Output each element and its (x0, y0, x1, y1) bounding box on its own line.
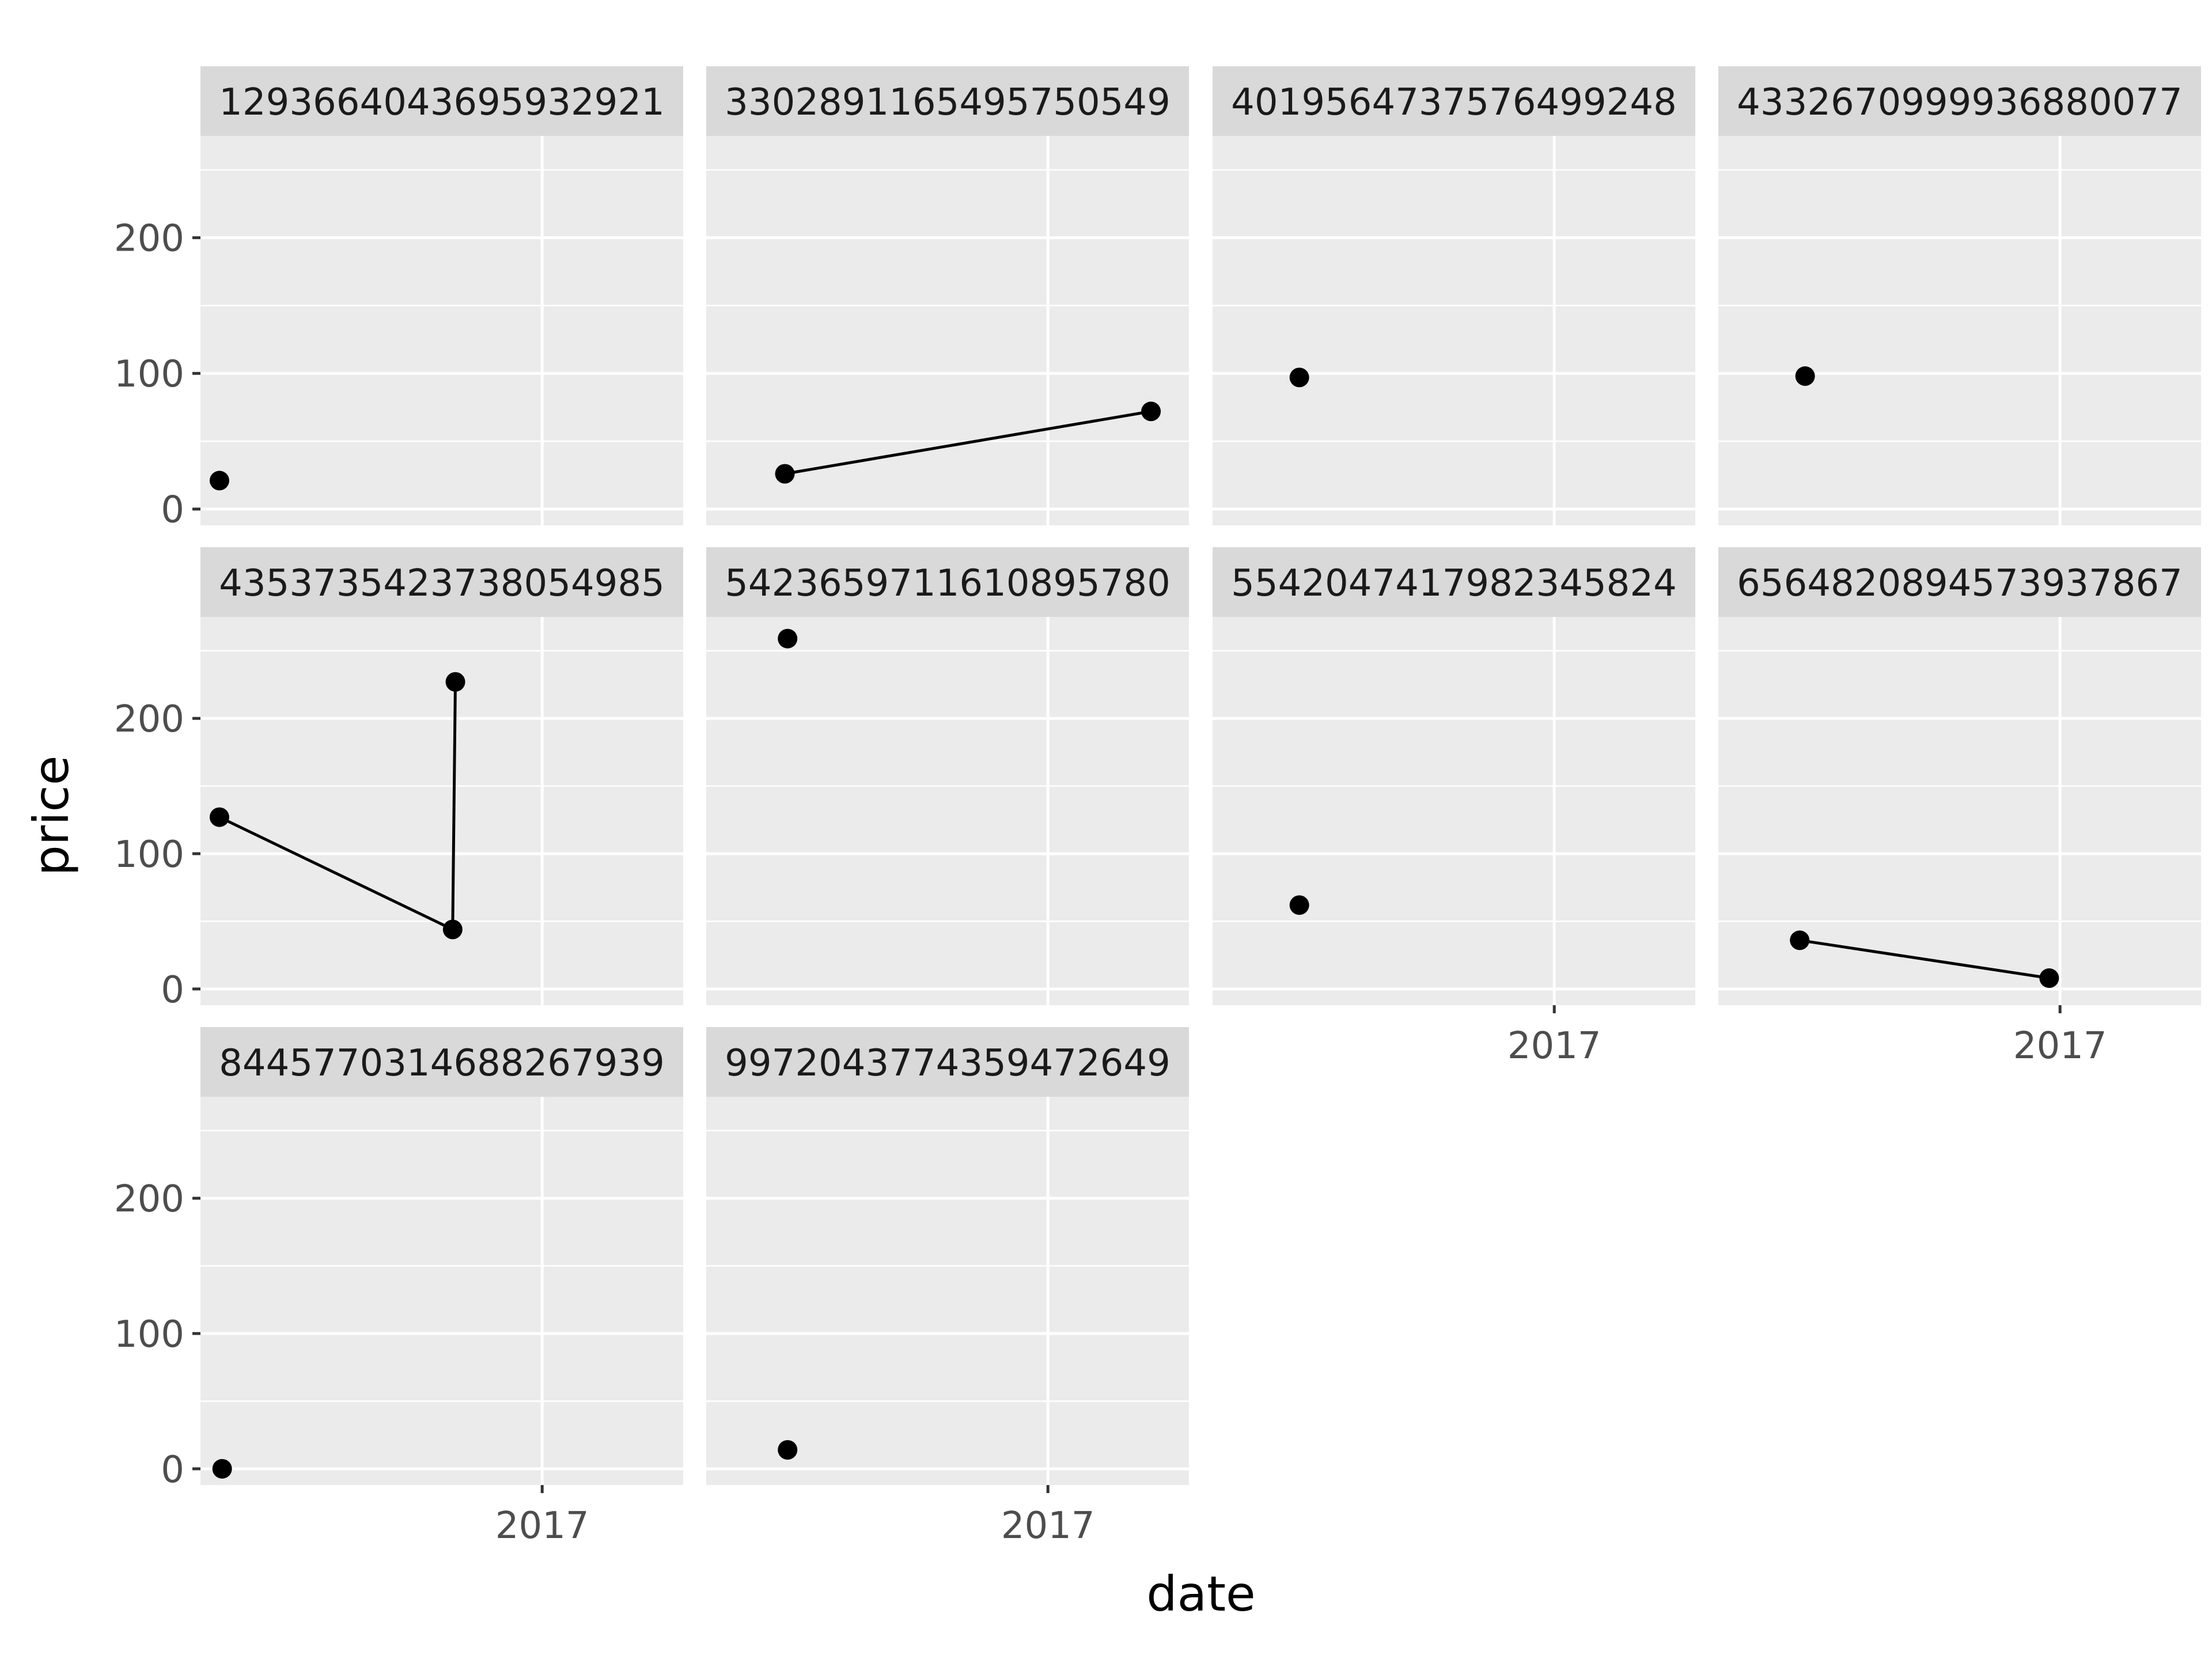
facet-panel: 5542047417982345824 2017 (1213, 547, 1695, 1067)
y-tick-label: 0 (161, 489, 184, 532)
facet-strip (1213, 547, 1695, 617)
facet-panel: 3302891165495750549 (706, 66, 1189, 525)
y-tick-label: 200 (114, 218, 184, 260)
data-point (775, 464, 795, 484)
facet-strip (1718, 66, 2201, 136)
data-point (209, 807, 229, 827)
facet-label: 5423659711610895780 (725, 562, 1171, 605)
panel-background (1718, 136, 2201, 525)
data-point (445, 672, 465, 692)
panel-background (1213, 617, 1695, 1005)
facet-panel: 8445770314688267939 0 100 200 2017 (114, 1027, 683, 1547)
x-tick-label: 2017 (1508, 1025, 1601, 1067)
y-axis-title: price (23, 755, 79, 876)
y-tick-label: 100 (114, 1313, 184, 1356)
facet-label: 8445770314688267939 (219, 1042, 665, 1085)
panel-background (706, 617, 1189, 1005)
y-tick-label: 100 (114, 834, 184, 876)
panel-background (1718, 617, 2201, 1005)
panel-background (200, 1097, 683, 1485)
panel-background (706, 136, 1189, 525)
facet-panel: 1293664043695932921 0 100 200 (114, 66, 683, 532)
facet-label: 9972043774359472649 (725, 1042, 1171, 1085)
data-point (2039, 968, 2059, 988)
panel-background (200, 617, 683, 1005)
facet-label: 6564820894573937867 (1737, 562, 2183, 605)
facet-panel: 4332670999936880077 (1718, 66, 2201, 525)
x-tick-label: 2017 (2013, 1025, 2107, 1067)
facet-label: 1293664043695932921 (219, 81, 665, 124)
facet-panels: 1293664043695932921 0 100 200 33028911654957… (114, 66, 2201, 1547)
facet-label: 4332670999936880077 (1737, 81, 2183, 124)
data-point (212, 1459, 232, 1479)
facet-panel: 4353735423738054985 0 100 200 (114, 547, 683, 1012)
facet-label: 4019564737576499248 (1231, 81, 1677, 124)
facet-panel: 9972043774359472649 2017 (706, 1027, 1189, 1547)
y-tick-label: 100 (114, 353, 184, 396)
facet-label: 3302891165495750549 (725, 81, 1171, 124)
facet-panel: 6564820894573937867 2017 (1718, 547, 2201, 1067)
facet-strip (1718, 547, 2201, 617)
facet-strip (200, 66, 683, 136)
facet-panel: 4019564737576499248 (1213, 66, 1695, 525)
data-point (1289, 895, 1309, 915)
panel-background (200, 136, 683, 525)
data-point (1795, 366, 1815, 386)
facet-label: 5542047417982345824 (1231, 562, 1677, 605)
y-tick-label: 0 (161, 969, 184, 1012)
data-point (778, 628, 798, 649)
series-line (1799, 938, 2050, 980)
data-point (442, 919, 463, 940)
facet-strip (200, 547, 683, 617)
facet-strip (1213, 66, 1695, 136)
facet-strip (706, 1027, 1189, 1097)
series-line (785, 410, 1152, 475)
facet-label: 4353735423738054985 (219, 562, 665, 605)
data-point (209, 471, 229, 491)
data-point (1790, 930, 1810, 950)
facet-strip (706, 547, 1189, 617)
panel-background (1213, 136, 1695, 525)
x-tick-label: 2017 (495, 1505, 589, 1547)
facet-strip (200, 1027, 683, 1097)
facet-strip (706, 66, 1189, 136)
x-tick-label: 2017 (1001, 1505, 1095, 1547)
y-tick-label: 0 (161, 1449, 184, 1491)
data-point (1141, 402, 1161, 422)
y-tick-label: 200 (114, 698, 184, 741)
data-point (778, 1440, 798, 1460)
data-point (1289, 368, 1309, 388)
panel-background (706, 1097, 1189, 1485)
x-axis-title: date (1146, 1566, 1255, 1622)
y-tick-label: 200 (114, 1178, 184, 1221)
facet-panel: 5423659711610895780 (706, 547, 1189, 1005)
